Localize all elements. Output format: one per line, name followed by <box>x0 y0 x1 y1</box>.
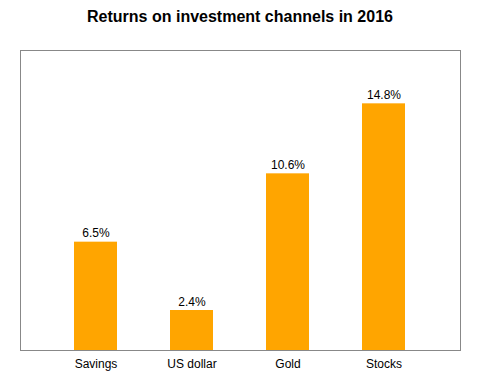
svg-text:Gold: Gold <box>275 357 300 371</box>
svg-text:10.6%: 10.6% <box>271 158 305 172</box>
svg-text:US dollar: US dollar <box>167 357 216 371</box>
svg-text:14.8%: 14.8% <box>367 88 401 102</box>
svg-text:2.4%: 2.4% <box>178 295 206 309</box>
svg-text:Savings: Savings <box>75 357 118 371</box>
svg-text:6.5%: 6.5% <box>82 226 110 240</box>
svg-text:Stocks: Stocks <box>366 357 402 371</box>
html-text:Returns on investment channels: Returns on investment channels in 2016 <box>87 8 393 25</box>
